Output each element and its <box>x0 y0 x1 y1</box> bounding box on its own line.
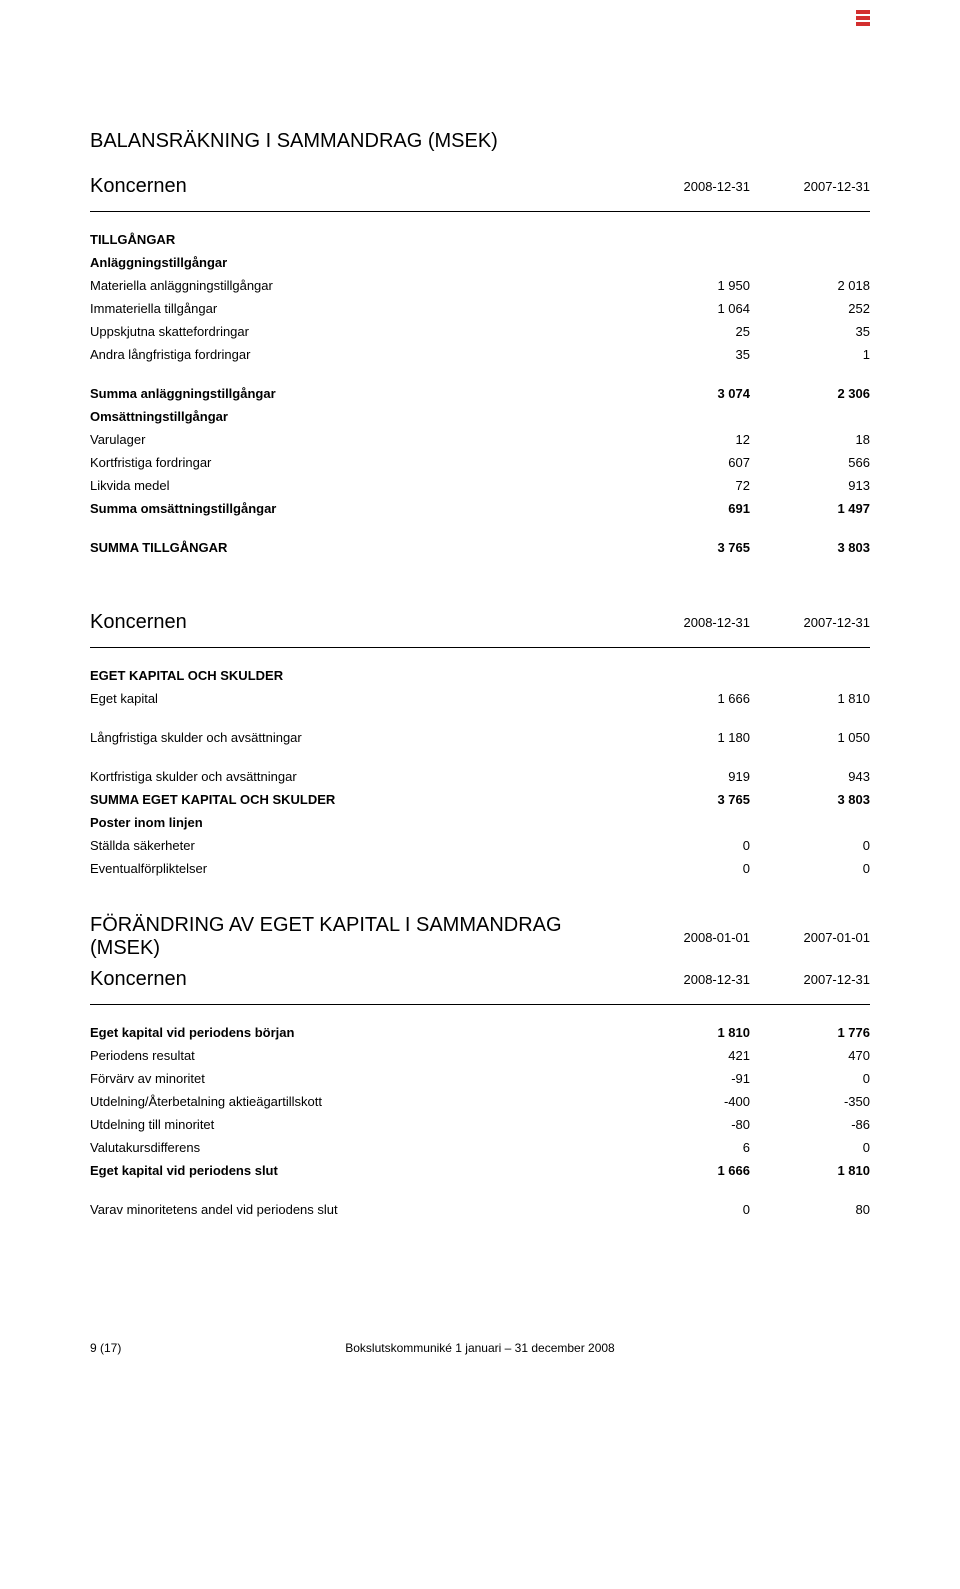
table-row: Eget kapital vid periodens slut1 6661 81… <box>90 1159 870 1182</box>
col-header-end-2: 2007-12-31 <box>750 964 870 995</box>
table-row: Uppskjutna skattefordringar2535 <box>90 320 870 343</box>
table-row: Varav minoritetens andel vid periodens s… <box>90 1198 870 1221</box>
table-row: Utdelning till minoritet-80-86 <box>90 1113 870 1136</box>
table-row: Materiella anläggningstillgångar1 9502 0… <box>90 274 870 297</box>
table-row: SUMMA TILLGÅNGAR3 7653 803 <box>90 536 870 559</box>
page-title: BALANSRÄKNING I SAMMANDRAG (MSEK) <box>90 130 870 153</box>
table-row: Förvärv av minoritet-910 <box>90 1067 870 1090</box>
section-heading: EGET KAPITAL OCH SKULDER <box>90 664 630 687</box>
table-row: Summa anläggningstillgångar3 0742 306 <box>90 382 870 405</box>
table-row: Långfristiga skulder och avsättningar1 1… <box>90 726 870 749</box>
table-row: Utdelning/Återbetalning aktieägartillsko… <box>90 1090 870 1113</box>
table-row: Varulager1218 <box>90 428 870 451</box>
document-page: BALANSRÄKNING I SAMMANDRAG (MSEK) Koncer… <box>0 0 960 1395</box>
col-header-1: 2008-12-31 <box>630 171 750 202</box>
col-header-start-1: 2008-01-01 <box>630 910 750 964</box>
table-row: Summa omsättningstillgångar6911 497 <box>90 497 870 520</box>
col-header-2: 2007-12-31 <box>750 607 870 638</box>
section-heading: Anläggningstillgångar <box>90 251 630 274</box>
col-header-start-2: 2007-01-01 <box>750 910 870 964</box>
table-row: Immateriella tillgångar1 064252 <box>90 297 870 320</box>
table2-title: Koncernen <box>90 607 630 638</box>
table-row: Kortfristiga fordringar607566 <box>90 451 870 474</box>
table1-title: Koncernen <box>90 171 630 202</box>
section-heading: Poster inom linjen <box>90 811 630 834</box>
col-header-end-1: 2008-12-31 <box>630 964 750 995</box>
table-row: SUMMA EGET KAPITAL OCH SKULDER3 7653 803 <box>90 788 870 811</box>
footer-title: Bokslutskommuniké 1 januari – 31 decembe… <box>290 1341 670 1355</box>
balance-sheet-table: Koncernen 2008-12-31 2007-12-31 TILLGÅNG… <box>90 171 870 1221</box>
table-row: Eget kapital1 6661 810 <box>90 687 870 710</box>
table-row: Ställda säkerheter00 <box>90 834 870 857</box>
col-header-2: 2007-12-31 <box>750 171 870 202</box>
table-row: Valutakursdifferens60 <box>90 1136 870 1159</box>
table-row: Eventualförpliktelser00 <box>90 857 870 880</box>
table-row: Periodens resultat421470 <box>90 1044 870 1067</box>
logo-icon <box>856 10 870 26</box>
table-row: Kortfristiga skulder och avsättningar919… <box>90 765 870 788</box>
table-row: Likvida medel72913 <box>90 474 870 497</box>
table-row: Eget kapital vid periodens början1 8101 … <box>90 1021 870 1044</box>
table3-title: FÖRÄNDRING AV EGET KAPITAL I SAMMANDRAG … <box>90 910 630 964</box>
section-heading: TILLGÅNGAR <box>90 228 630 251</box>
table3-subtitle: Koncernen <box>90 964 630 995</box>
table-row: Andra långfristiga fordringar351 <box>90 343 870 366</box>
col-header-1: 2008-12-31 <box>630 607 750 638</box>
page-footer: 9 (17) Bokslutskommuniké 1 januari – 31 … <box>90 1341 870 1355</box>
page-number: 9 (17) <box>90 1341 290 1355</box>
section-heading: Omsättningstillgångar <box>90 405 630 428</box>
